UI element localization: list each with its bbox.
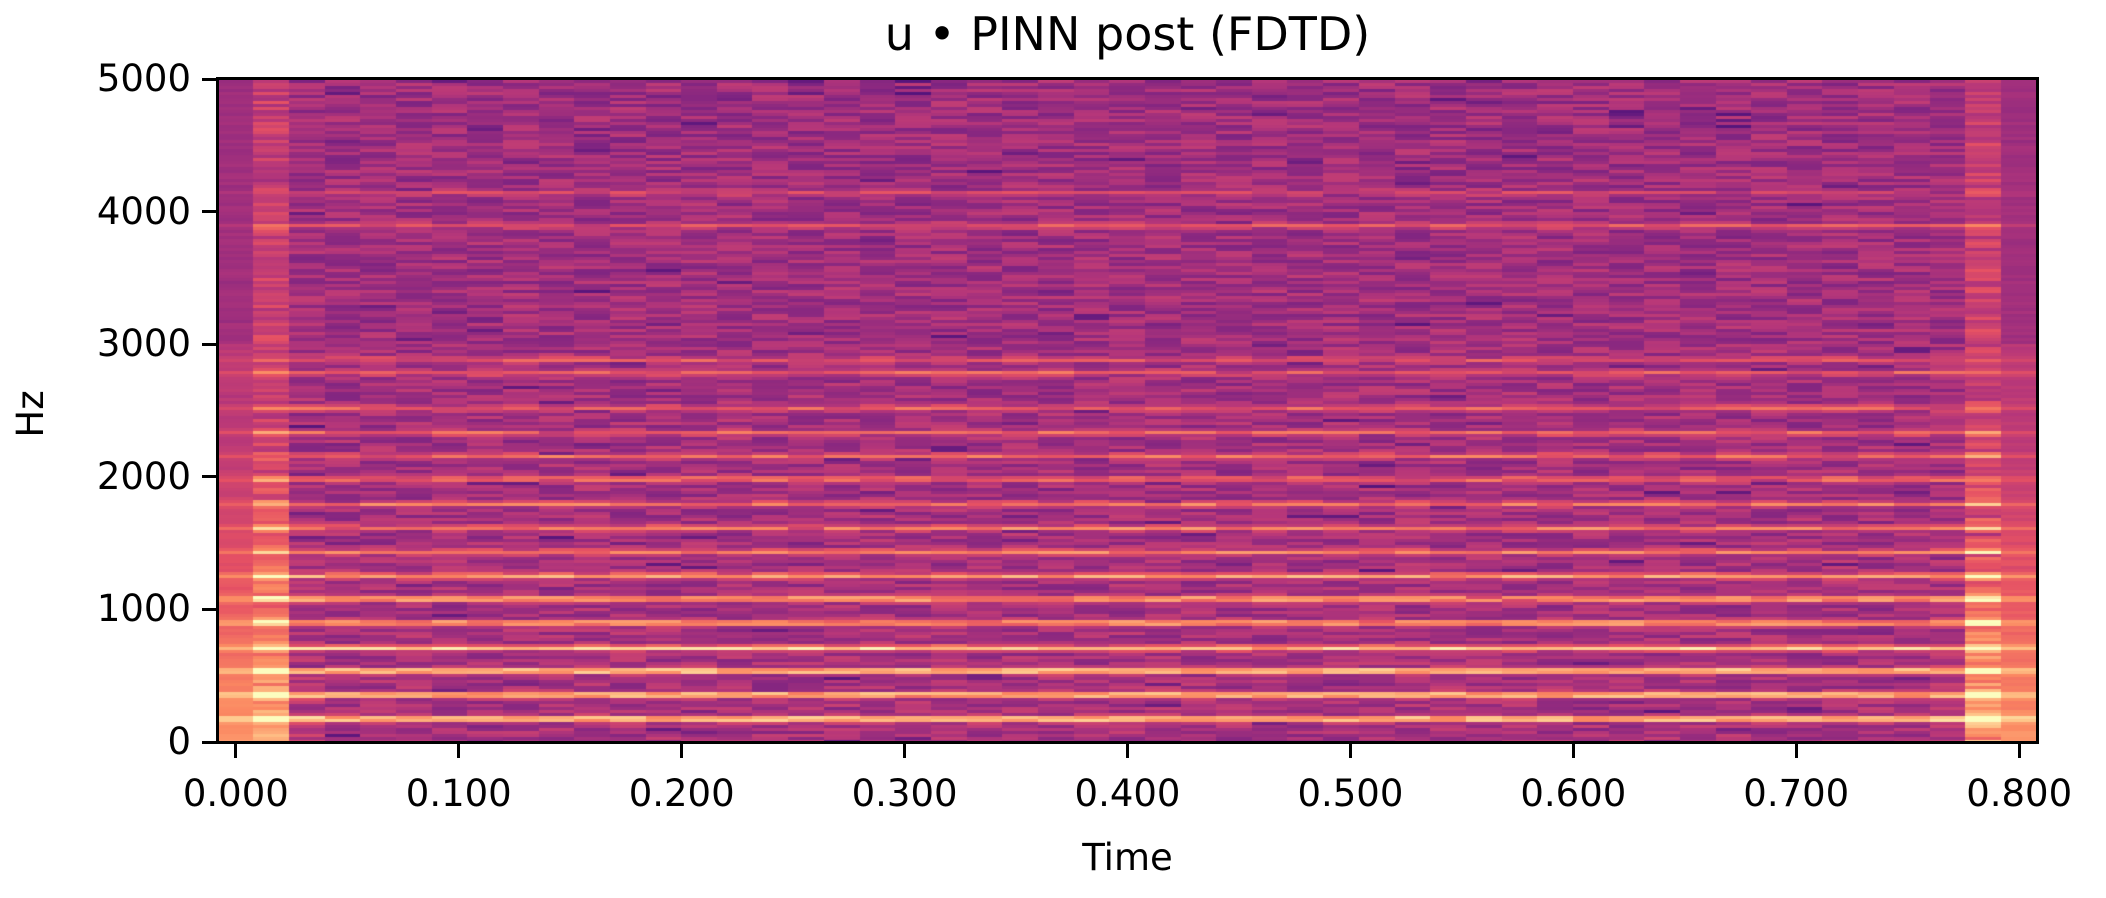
y-tick bbox=[202, 475, 218, 479]
x-tick-label: 0.800 bbox=[1966, 772, 2073, 815]
x-tick-label: 0.200 bbox=[628, 772, 735, 815]
y-tick-label: 3000 bbox=[96, 322, 191, 366]
y-tick-label: 5000 bbox=[96, 57, 191, 100]
x-tick bbox=[1571, 742, 1575, 758]
x-tick-label: 0.400 bbox=[1074, 772, 1181, 815]
y-tick bbox=[202, 342, 218, 346]
x-tick-label: 0.300 bbox=[851, 772, 958, 815]
x-tick bbox=[1348, 742, 1352, 758]
y-tick bbox=[202, 77, 218, 81]
y-tick-label: 0 bbox=[167, 720, 191, 763]
y-tick-label: 4000 bbox=[96, 189, 191, 233]
y-tick bbox=[202, 607, 218, 611]
x-tick bbox=[680, 742, 684, 758]
y-tick-label: 1000 bbox=[96, 587, 191, 631]
y-axis-label: Hz bbox=[9, 390, 52, 438]
x-tick-label: 0.700 bbox=[1743, 772, 1850, 815]
chart-title: u • PINN post (FDTD) bbox=[884, 7, 1371, 61]
x-tick-label: 0.500 bbox=[1297, 772, 1404, 815]
spectrogram-heatmap bbox=[218, 79, 2037, 742]
x-tick bbox=[903, 742, 907, 758]
x-tick bbox=[2017, 742, 2021, 758]
x-axis-label: Time bbox=[1082, 836, 1173, 879]
x-tick bbox=[1794, 742, 1798, 758]
x-tick bbox=[234, 742, 238, 758]
y-tick bbox=[202, 210, 218, 214]
x-tick-label: 0.000 bbox=[182, 772, 289, 815]
y-tick-label: 2000 bbox=[96, 454, 191, 498]
y-tick bbox=[202, 740, 218, 744]
x-tick-label: 0.600 bbox=[1520, 772, 1627, 815]
x-tick bbox=[1126, 742, 1129, 758]
x-tick bbox=[457, 742, 461, 758]
spectrogram-plot-area bbox=[218, 79, 2037, 742]
x-tick-label: 0.100 bbox=[405, 772, 512, 815]
